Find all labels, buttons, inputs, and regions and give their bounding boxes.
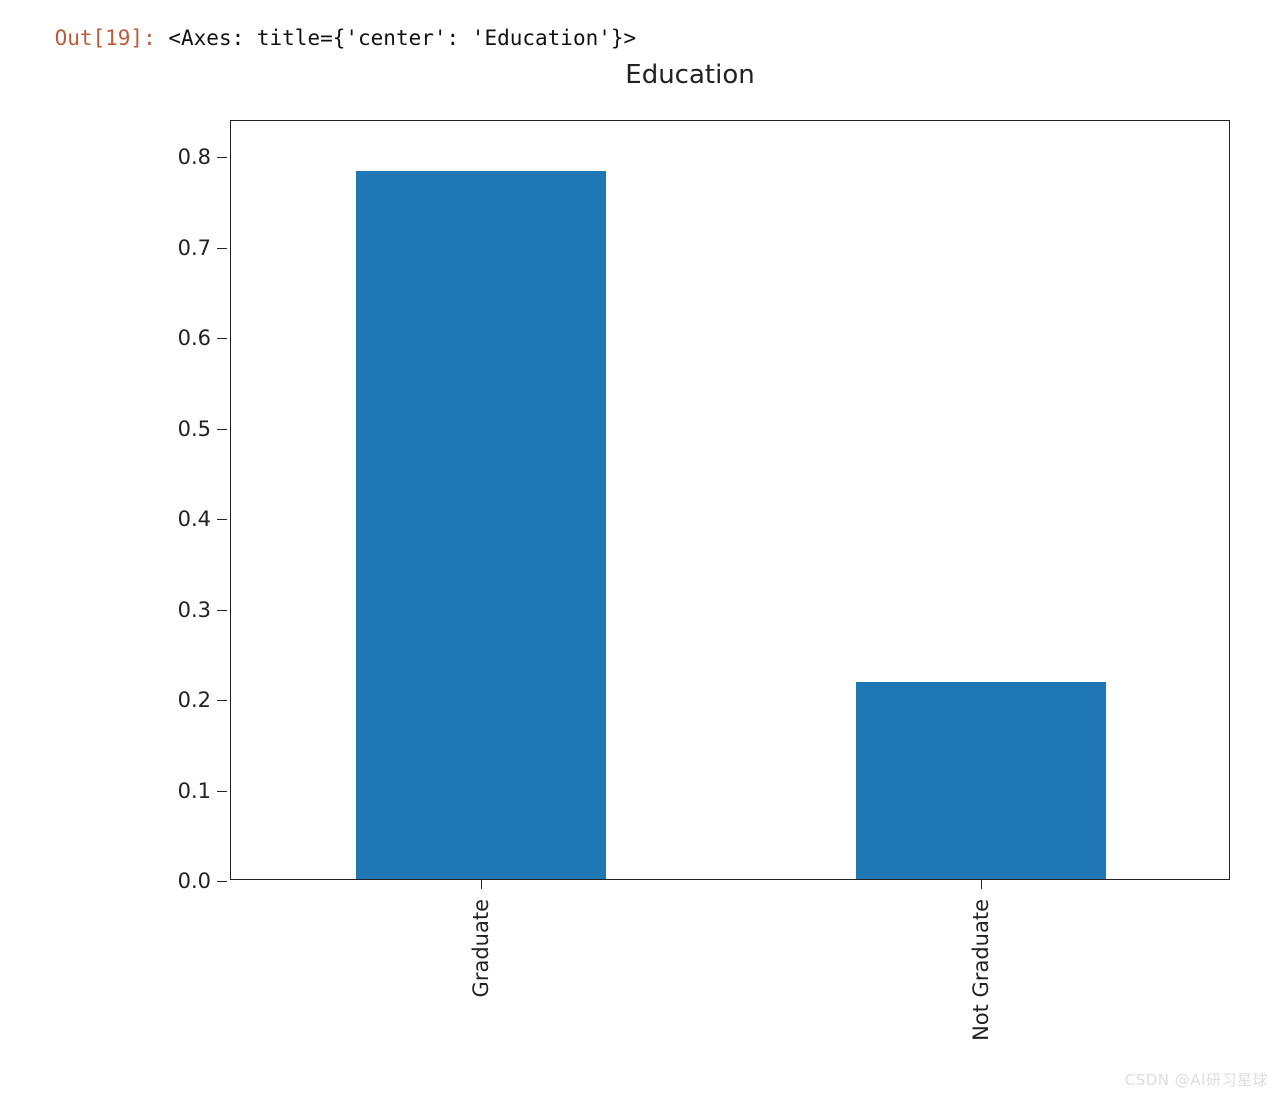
- y-tick: [217, 157, 227, 158]
- y-tick: [217, 791, 227, 792]
- plot-area: 0.00.10.20.30.40.50.60.70.8GraduateNot G…: [230, 120, 1230, 880]
- x-tick-label: Not Graduate: [969, 899, 993, 1041]
- y-tick: [217, 338, 227, 339]
- y-tick-label: 0.3: [178, 598, 211, 622]
- y-tick: [217, 248, 227, 249]
- y-tick: [217, 700, 227, 701]
- y-tick-label: 0.7: [178, 236, 211, 260]
- x-tick-label: Graduate: [469, 899, 493, 997]
- y-tick: [217, 881, 227, 882]
- x-tick: [981, 880, 982, 889]
- watermark-text: CSDN @AI研习星球: [1125, 1069, 1268, 1090]
- x-tick: [481, 880, 482, 889]
- jupyter-out-text: <Axes: title={'center': 'Education'}>: [168, 26, 636, 50]
- y-tick: [217, 519, 227, 520]
- y-tick-label: 0.6: [178, 326, 211, 350]
- y-tick-label: 0.2: [178, 688, 211, 712]
- y-tick-label: 0.5: [178, 417, 211, 441]
- y-tick-label: 0.8: [178, 145, 211, 169]
- jupyter-out-prompt: Out[19]:: [55, 26, 169, 50]
- chart-title: Education: [130, 60, 1250, 90]
- y-tick-label: 0.0: [178, 869, 211, 893]
- bar: [856, 682, 1106, 879]
- y-tick-label: 0.4: [178, 507, 211, 531]
- page-root: Out[19]: <Axes: title={'center': 'Educat…: [0, 0, 1286, 1100]
- chart-container: Education 0.00.10.20.30.40.50.60.70.8Gra…: [130, 60, 1250, 1050]
- y-tick-label: 0.1: [178, 779, 211, 803]
- bar: [356, 171, 606, 879]
- y-tick: [217, 610, 227, 611]
- y-tick: [217, 429, 227, 430]
